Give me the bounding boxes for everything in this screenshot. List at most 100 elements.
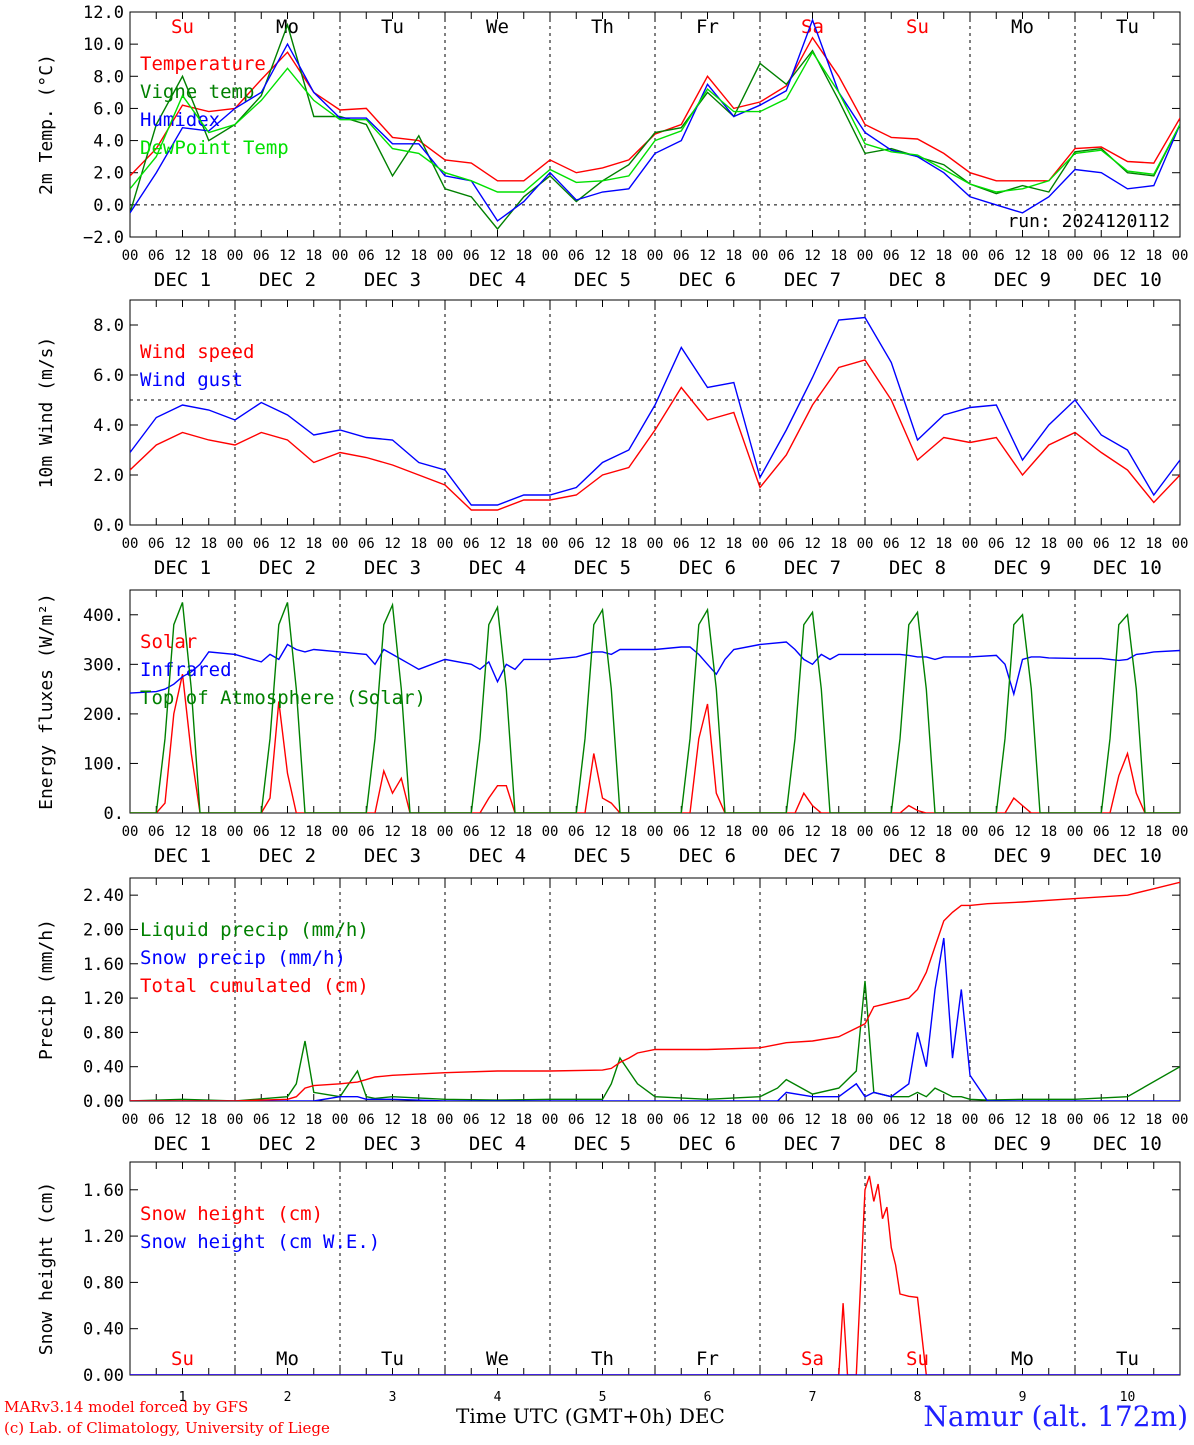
- x-hour-label: 06: [568, 1112, 585, 1128]
- x-hour-label: 00: [962, 248, 979, 264]
- weekday-label: We: [486, 16, 509, 38]
- weekday-label: Tu: [381, 1348, 404, 1370]
- series-line: [130, 602, 1180, 813]
- x-date-label: DEC 6: [679, 845, 736, 867]
- weekday-label: Su: [171, 1348, 194, 1370]
- x-hour-label: 12: [174, 824, 191, 840]
- x-date-label: DEC 2: [259, 845, 316, 867]
- x-hour-label: 00: [437, 1112, 454, 1128]
- x-hour-label: 12: [489, 824, 506, 840]
- y-tick-label: 2.0: [93, 466, 124, 486]
- x-hour-label: 06: [1093, 536, 1110, 552]
- legend-entry: Wind gust: [140, 369, 243, 391]
- x-date-label: DEC 10: [1093, 1133, 1162, 1155]
- x-date-label: DEC 1: [154, 1133, 211, 1155]
- weekday-label: Mo: [1011, 16, 1034, 38]
- y-tick-label: 12.0: [83, 3, 124, 23]
- y-tick-label: 1.60: [83, 1181, 124, 1201]
- x-hour-label: 18: [410, 824, 427, 840]
- x-hour-label: 06: [673, 248, 690, 264]
- x-hour-label: 00: [752, 824, 769, 840]
- y-axis-label: Energy fluxes (W/m²): [36, 593, 57, 810]
- x-hour-label: 12: [384, 536, 401, 552]
- x-hour-label: 12: [1119, 248, 1136, 264]
- x-hour-label: 06: [148, 536, 165, 552]
- x-date-label: DEC 5: [574, 1133, 631, 1155]
- x-hour-label: 18: [515, 1112, 532, 1128]
- x-hour-label: 18: [515, 824, 532, 840]
- x-hour-label: 06: [358, 536, 375, 552]
- x-hour-label: 18: [830, 1112, 847, 1128]
- x-hour-label: 06: [673, 536, 690, 552]
- x-date-label: DEC 4: [469, 1133, 526, 1155]
- x-hour-label: 06: [778, 1112, 795, 1128]
- x-hour-label: 18: [1145, 248, 1162, 264]
- weekday-label: Tu: [1116, 16, 1139, 38]
- x-hour-label: 00: [1067, 824, 1084, 840]
- x-hour-label: 00: [227, 248, 244, 264]
- x-hour-label: 18: [305, 536, 322, 552]
- x-hour-label: 18: [935, 824, 952, 840]
- x-hour-label: 12: [804, 1112, 821, 1128]
- x-hour-label: 12: [699, 248, 716, 264]
- x-date-label: DEC 1: [154, 845, 211, 867]
- x-date-label: DEC 5: [574, 557, 631, 579]
- x-hour-label: 12: [174, 536, 191, 552]
- x-date-label: DEC 3: [364, 845, 421, 867]
- x-hour-label: 12: [489, 1112, 506, 1128]
- x-hour-label: 12: [489, 536, 506, 552]
- x-hour-label: 06: [358, 824, 375, 840]
- x-hour-label: 12: [279, 1112, 296, 1128]
- x-hour-label: 06: [673, 824, 690, 840]
- x-date-label: DEC 5: [574, 269, 631, 291]
- y-tick-label: 0.80: [83, 1273, 124, 1293]
- x-hour-label: 12: [384, 248, 401, 264]
- x-hour-label: 00: [227, 1112, 244, 1128]
- weekday-label: Mo: [276, 1348, 299, 1370]
- x-hour-label: 00: [542, 248, 559, 264]
- x-hour-label: 12: [804, 536, 821, 552]
- x-hour-label: 00: [1172, 536, 1189, 552]
- legend-entry: Solar: [140, 631, 197, 653]
- x-hour-label: 18: [1040, 1112, 1057, 1128]
- x-hour-label: 00: [857, 248, 874, 264]
- x-hour-label: 06: [988, 248, 1005, 264]
- x-hour-label: 00: [962, 1112, 979, 1128]
- x-hour-label: 18: [620, 248, 637, 264]
- x-date-label: DEC 9: [994, 269, 1051, 291]
- series-line: [130, 937, 1180, 1101]
- y-tick-label: 0.0: [93, 196, 124, 216]
- x-hour-label: 18: [1145, 824, 1162, 840]
- x-hour-label: 06: [778, 248, 795, 264]
- x-hour-label: 00: [227, 824, 244, 840]
- x-hour-label: 06: [253, 1112, 270, 1128]
- x-hour-label: 18: [620, 1112, 637, 1128]
- x-date-label: DEC 7: [784, 1133, 841, 1155]
- run-annotation: run: 2024120112: [1007, 211, 1170, 232]
- x-hour-label: 12: [489, 248, 506, 264]
- x-hour-label: 00: [962, 824, 979, 840]
- x-hour-label: 18: [515, 248, 532, 264]
- y-tick-label: 2.40: [83, 886, 124, 906]
- x-date-label: DEC 6: [679, 557, 736, 579]
- legend-entry: Snow height (cm W.E.): [140, 1231, 380, 1253]
- x-hour-label: 12: [279, 536, 296, 552]
- x-hour-label: 06: [883, 536, 900, 552]
- x-hour-label: 00: [437, 248, 454, 264]
- x-hour-label: 18: [410, 248, 427, 264]
- x-hour-label: 00: [1172, 824, 1189, 840]
- series-line: [130, 36, 1180, 182]
- x-hour-label: 06: [568, 248, 585, 264]
- series-line: [130, 1175, 1180, 1375]
- weekday-label: Mo: [1011, 1348, 1034, 1370]
- x-hour-label: 12: [384, 824, 401, 840]
- y-tick-label: 0.00: [83, 1092, 124, 1112]
- x-hour-label: 18: [200, 824, 217, 840]
- x-day-number: 8: [914, 1390, 922, 1405]
- x-hour-label: 12: [804, 824, 821, 840]
- x-date-label: DEC 4: [469, 557, 526, 579]
- x-hour-label: 06: [253, 824, 270, 840]
- x-hour-label: 00: [1067, 248, 1084, 264]
- legend-entry: Snow precip (mm/h): [140, 947, 346, 969]
